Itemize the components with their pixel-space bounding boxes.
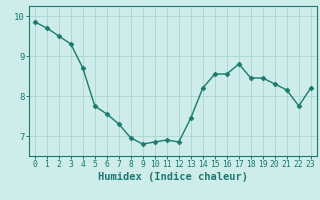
- X-axis label: Humidex (Indice chaleur): Humidex (Indice chaleur): [98, 172, 248, 182]
